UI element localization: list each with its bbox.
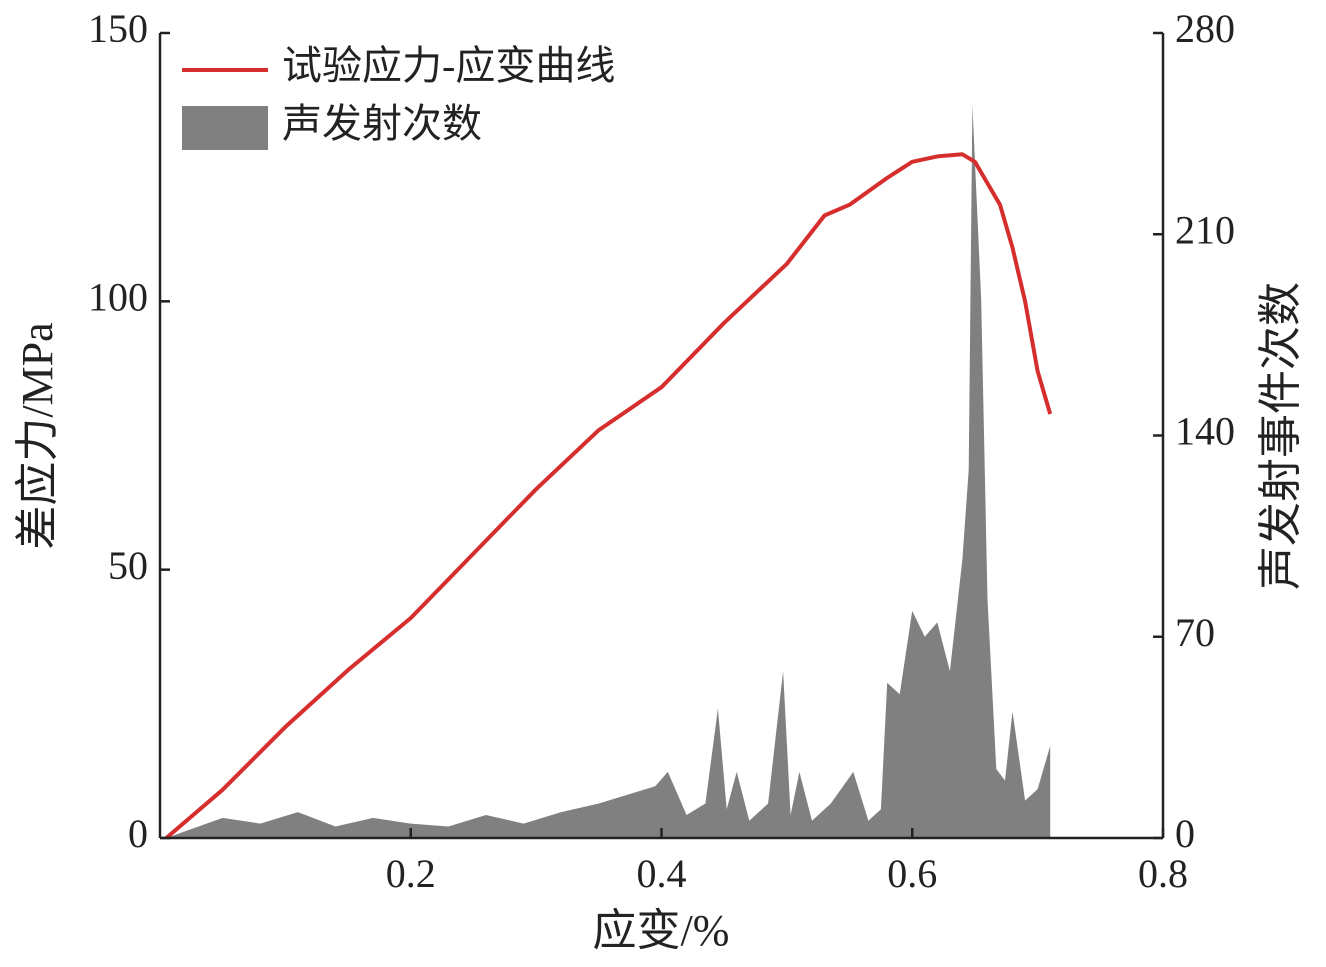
x-tick-label: 0.8 xyxy=(1138,851,1188,896)
area xyxy=(166,104,1051,838)
y2-tick-label: 280 xyxy=(1175,6,1235,51)
line xyxy=(164,152,1053,840)
y2-tick-label: 0 xyxy=(1175,811,1195,856)
x-tick-label: 0.6 xyxy=(887,851,937,896)
y2-tick-label: 70 xyxy=(1175,610,1215,655)
y-tick-label: 50 xyxy=(108,543,148,588)
y-tick-label: 150 xyxy=(88,6,148,51)
x-tick-label: 0.4 xyxy=(637,851,687,896)
y-tick-label: 0 xyxy=(128,811,148,856)
legend-label: 试验应力-应变曲线 xyxy=(282,43,615,88)
y-tick-label: 100 xyxy=(88,275,148,320)
x-axis-label: 应变/% xyxy=(593,906,730,955)
y-axis-label: 差应力/MPa xyxy=(13,322,62,549)
x-tick-label: 0.2 xyxy=(386,851,436,896)
legend-swatch xyxy=(182,106,268,150)
legend-label: 声发射次数 xyxy=(282,101,482,146)
y2-tick-label: 210 xyxy=(1175,207,1235,252)
y2-tick-label: 140 xyxy=(1175,409,1235,454)
y2-axis-label: 声发射事件次数 xyxy=(1256,282,1305,590)
